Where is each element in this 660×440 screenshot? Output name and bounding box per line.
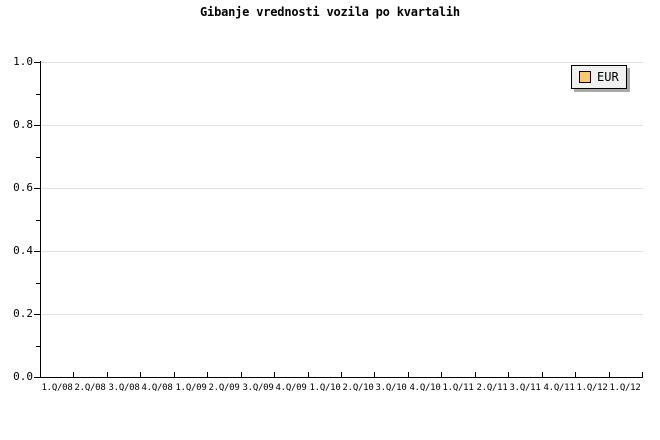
y-tick-major xyxy=(34,377,40,378)
y-tick-minor xyxy=(36,346,40,347)
y-tick-label: 1.0 xyxy=(13,55,33,68)
y-tick-label: 0.4 xyxy=(13,244,33,257)
x-tick xyxy=(274,372,275,377)
y-axis-line xyxy=(40,61,41,378)
x-tick xyxy=(308,372,309,377)
legend-box[interactable]: EUR xyxy=(571,65,627,89)
x-tick xyxy=(475,372,476,377)
x-tick-label: 1.Q/12 xyxy=(609,383,641,393)
x-tick xyxy=(207,372,208,377)
x-tick-label: 2.Q/10 xyxy=(342,383,374,393)
legend-label: EUR xyxy=(597,70,619,84)
x-tick-label: 4.Q/11 xyxy=(543,383,575,393)
x-tick-label: 4.Q/08 xyxy=(141,383,173,393)
gridline-0.2 xyxy=(41,314,643,315)
y-tick-minor xyxy=(36,220,40,221)
x-tick xyxy=(408,372,409,377)
x-tick xyxy=(174,372,175,377)
x-tick-label: 4.Q/10 xyxy=(409,383,441,393)
x-tick xyxy=(609,372,610,377)
y-tick-major xyxy=(34,251,40,252)
chart-title: Gibanje vrednosti vozila po kvartalih xyxy=(200,5,460,19)
gridline-0.8 xyxy=(41,125,643,126)
x-tick-label: 3.Q/08 xyxy=(108,383,140,393)
y-tick-label: 0.6 xyxy=(13,181,33,194)
x-tick xyxy=(441,372,442,377)
y-tick-major xyxy=(34,314,40,315)
x-tick xyxy=(107,372,108,377)
x-tick-label: 2.Q/09 xyxy=(208,383,240,393)
y-tick-major xyxy=(34,62,40,63)
y-tick-label: 0.0 xyxy=(13,370,33,383)
x-tick-label: 3.Q/10 xyxy=(375,383,407,393)
x-tick-label: 3.Q/09 xyxy=(242,383,274,393)
x-tick-label: 1.Q/10 xyxy=(309,383,341,393)
gridline-1.0 xyxy=(41,62,643,63)
y-tick-label: 0.8 xyxy=(13,118,33,131)
y-tick-label: 0.2 xyxy=(13,307,33,320)
x-tick-label: 1.Q/09 xyxy=(175,383,207,393)
x-tick xyxy=(575,372,576,377)
x-tick xyxy=(374,372,375,377)
x-tick-label: 1.Q/11 xyxy=(442,383,474,393)
y-tick-major xyxy=(34,188,40,189)
x-tick-label: 1.Q/08 xyxy=(41,383,73,393)
y-tick-minor xyxy=(36,283,40,284)
x-tick-label: 2.Q/11 xyxy=(476,383,508,393)
x-tick-label: 2.Q/08 xyxy=(74,383,106,393)
x-tick xyxy=(241,372,242,377)
x-tick xyxy=(140,372,141,377)
x-tick-label: 3.Q/11 xyxy=(509,383,541,393)
x-tick xyxy=(542,372,543,377)
x-tick xyxy=(73,372,74,377)
gridline-0.6 xyxy=(41,188,643,189)
y-tick-major xyxy=(34,125,40,126)
gridline-0.4 xyxy=(41,251,643,252)
x-tick-label: 4.Q/09 xyxy=(275,383,307,393)
x-tick xyxy=(642,372,643,377)
x-tick-label: 1.Q/12 xyxy=(576,383,608,393)
x-axis-line xyxy=(40,377,643,378)
y-tick-minor xyxy=(36,94,40,95)
y-tick-minor xyxy=(36,157,40,158)
x-tick xyxy=(508,372,509,377)
eur-series-swatch-icon xyxy=(579,71,591,83)
x-tick xyxy=(341,372,342,377)
